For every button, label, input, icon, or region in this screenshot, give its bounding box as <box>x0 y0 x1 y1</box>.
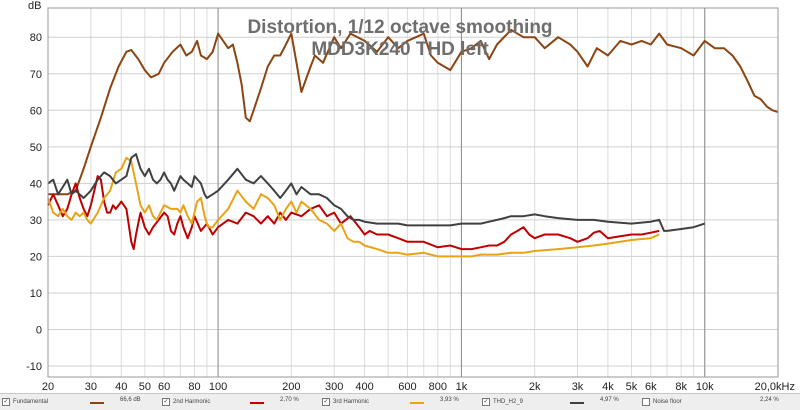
legend-value: 4,97 % <box>600 397 619 403</box>
legend-item[interactable]: ✓ Fundamental <box>2 397 48 407</box>
legend-item[interactable]: ✓ 2nd Harmonic <box>162 397 210 407</box>
legend-swatch <box>250 402 264 404</box>
y-tick-label: 30 <box>30 215 42 227</box>
x-tick-label: 4k <box>602 381 614 393</box>
x-tick-label: 2k <box>529 381 541 393</box>
plot-background <box>48 8 778 377</box>
legend-value: 2,70 % <box>280 397 299 403</box>
x-tick-label: 100 <box>209 381 227 393</box>
legend-checkbox[interactable] <box>642 398 650 406</box>
y-tick-label: -10 <box>26 361 42 373</box>
series-line-fundamental <box>48 28 779 196</box>
x-tick-label: 8k <box>675 381 687 393</box>
y-tick-label: 40 <box>30 178 42 190</box>
legend-label: 3rd Harmonic <box>333 399 370 405</box>
series-lines <box>47 28 779 258</box>
legend-item[interactable]: ✓ 3rd Harmonic <box>322 397 369 407</box>
y-tick-label: 20 <box>30 251 42 263</box>
x-tick-label: 10k <box>696 381 714 393</box>
x-tick-label: 600 <box>398 381 416 393</box>
legend-bar: ✓ Fundamental 66,6 dB ✓ 2nd Harmonic 2,70 % ✓ 3… <box>0 393 800 410</box>
legend-swatch <box>410 402 424 404</box>
x-tick-label: 30 <box>85 381 97 393</box>
x-tick-label: 5k <box>626 381 638 393</box>
legend-checkbox[interactable]: ✓ <box>2 398 10 406</box>
y-tick-label: 70 <box>30 69 42 81</box>
legend-swatch <box>90 402 104 404</box>
y-tick-label: 80 <box>30 32 42 44</box>
plot-border <box>47 7 779 378</box>
legend-checkbox[interactable]: ✓ <box>162 398 170 406</box>
x-tick-label: 400 <box>355 381 373 393</box>
legend-value: 66,6 dB <box>120 397 141 403</box>
x-tick-label: 50 <box>139 381 151 393</box>
y-axis-unit: dB <box>28 0 41 12</box>
legend-label: THD_H2_9 <box>493 399 524 405</box>
y-tick-labels: -10 0 10 20 30 40 50 60 70 80 <box>26 32 42 373</box>
legend-label: Fundamental <box>13 399 49 405</box>
series-line-3rd-harmonic <box>47 156 660 258</box>
x-tick-label: 800 <box>429 381 447 393</box>
legend-label: 2nd Harmonic <box>173 399 211 405</box>
x-tick-labels: 20 30 40 50 60 80 100 200 300 400 600 800 1k 2k 3k 4k 5k… <box>42 381 795 393</box>
x-tick-label: 300 <box>325 381 343 393</box>
x-tick-label: 3k <box>572 381 584 393</box>
legend-checkbox[interactable]: ✓ <box>482 398 490 406</box>
y-tick-label: 0 <box>36 325 42 337</box>
x-tick-label: 20,0kHz <box>755 381 795 393</box>
x-tick-label: 60 <box>158 381 170 393</box>
x-tick-label: 80 <box>188 381 200 393</box>
x-tick-label: 20 <box>42 381 54 393</box>
y-tick-label: 50 <box>30 142 42 154</box>
x-tick-label: 200 <box>282 381 300 393</box>
legend-item[interactable]: Noise floor <box>642 397 682 407</box>
legend-item[interactable]: ✓ THD_H2_9 <box>482 397 523 407</box>
legend-swatch <box>570 402 584 404</box>
y-tick-label: 60 <box>30 105 42 117</box>
legend-value: 2,24 % <box>760 397 779 403</box>
x-tick-label: 1k <box>456 381 468 393</box>
series-line-thd-h2-9 <box>47 153 706 232</box>
legend-label: Noise floor <box>653 399 682 405</box>
distortion-chart: -10 0 10 20 30 40 50 60 70 80 20 30 40 50 60 80 100 200 3… <box>26 0 795 393</box>
legend-value: 3,93 % <box>440 397 459 403</box>
x-tick-label: 40 <box>115 381 127 393</box>
chart-subtitle: MDD3K240 THD left <box>311 39 489 60</box>
series-line-2nd-harmonic <box>47 175 660 251</box>
legend-checkbox[interactable]: ✓ <box>322 398 330 406</box>
x-tick-label: 6k <box>645 381 657 393</box>
y-tick-label: 10 <box>30 288 42 300</box>
chart-title: Distortion, 1/12 octave smoothing <box>247 17 552 38</box>
